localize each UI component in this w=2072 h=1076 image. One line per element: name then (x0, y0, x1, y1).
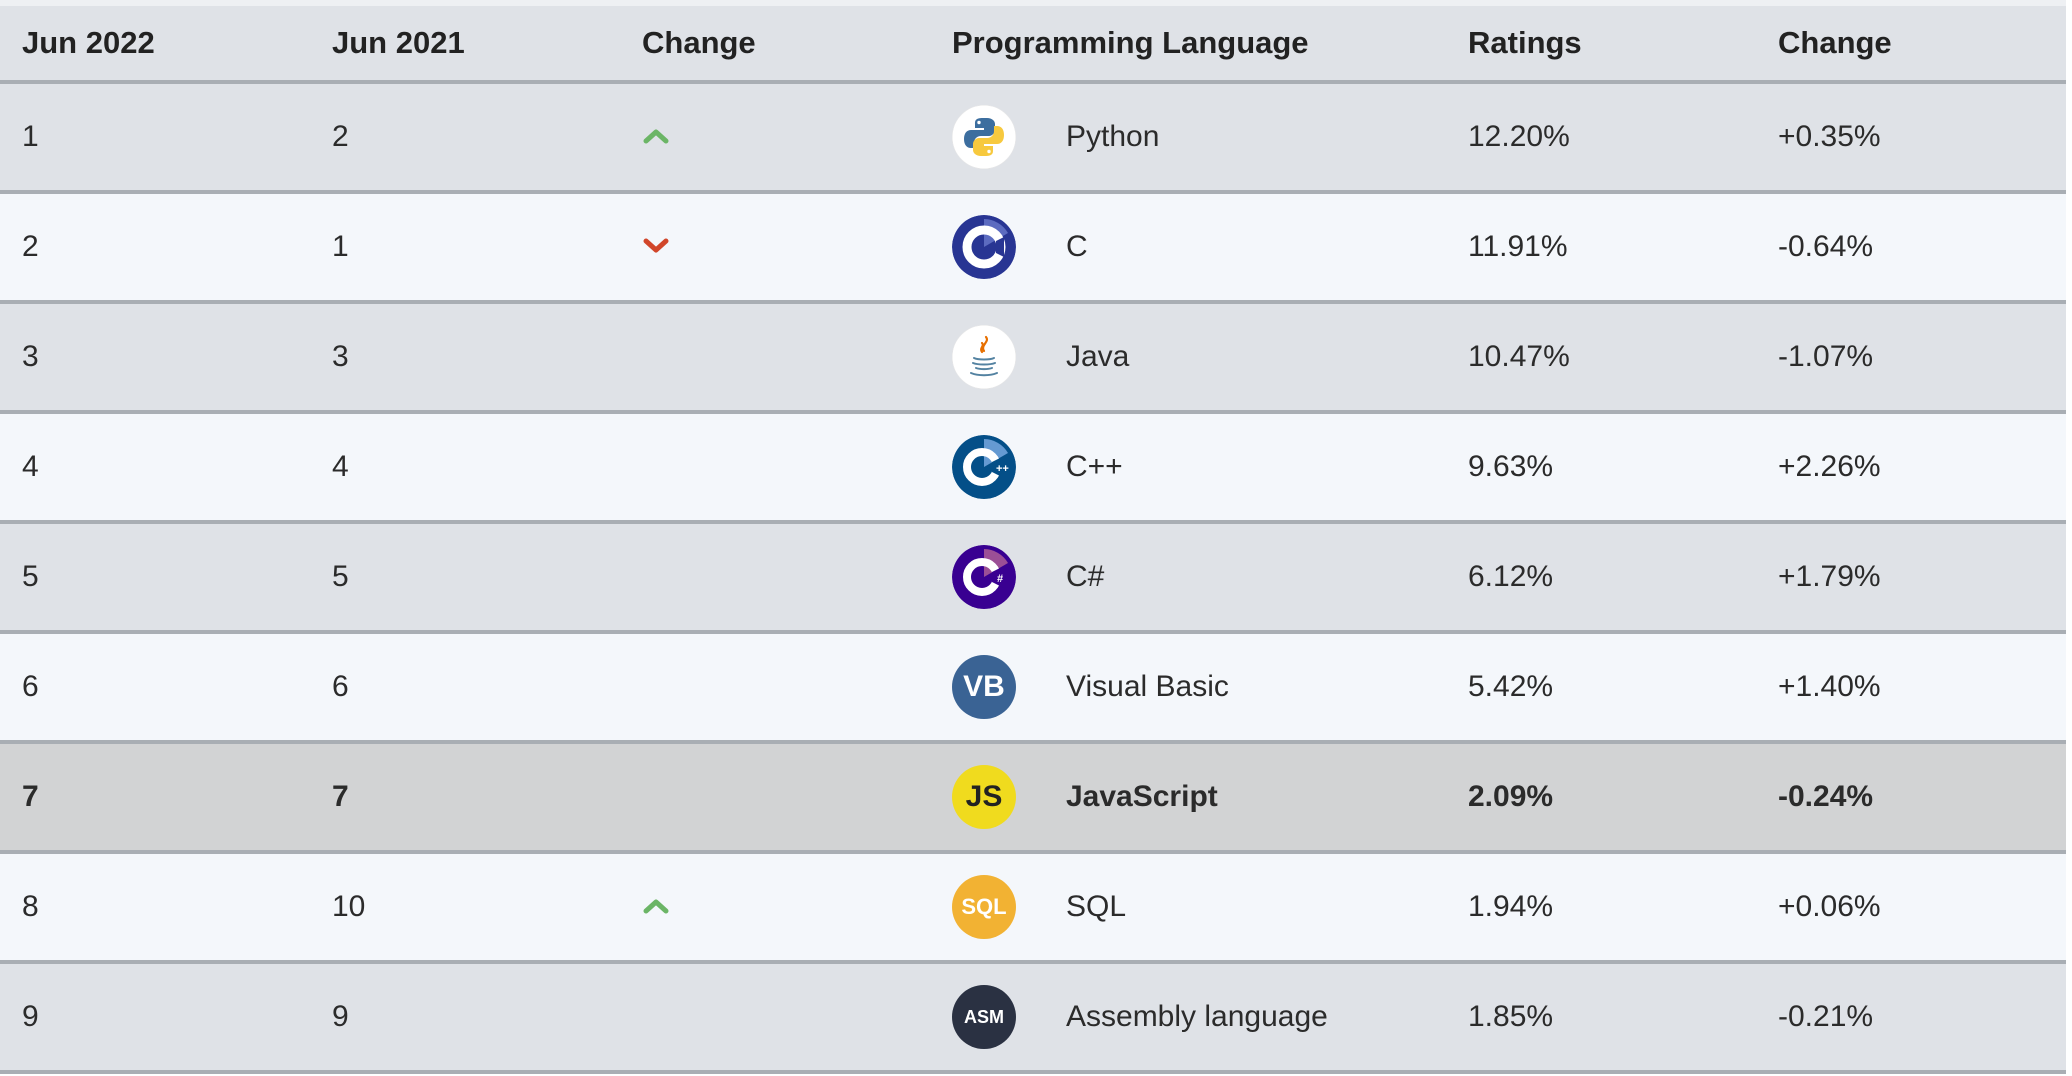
language-name[interactable]: SQL (1066, 890, 1127, 923)
table-row: 9 9 ASM Assembly language 1.85% -0.21% (0, 962, 2066, 1074)
table-row: 4 4 ++ C++ 9.63% +2.26% (0, 412, 2066, 524)
table-row: 2 1 C 11.91% -0.64% (0, 192, 2066, 304)
current-rank: 4 (0, 412, 310, 524)
arrow-up-icon (642, 896, 670, 916)
rank-change (620, 82, 930, 194)
language-name[interactable]: Visual Basic (1066, 670, 1229, 703)
rank-change (620, 412, 930, 524)
rating-value: 6.12% (1446, 522, 1756, 634)
previous-rank: 5 (310, 522, 620, 634)
rating-change: +2.26% (1756, 412, 2066, 524)
language-cell: Python (930, 82, 1446, 194)
rating-change: +0.35% (1756, 82, 2066, 194)
language-cell: C (930, 192, 1446, 304)
cpp-logo-icon: ++ (952, 435, 1016, 499)
rating-change: +0.06% (1756, 852, 2066, 964)
java-logo-icon (952, 325, 1016, 389)
logo-label: JS (965, 780, 1003, 813)
current-rank: 2 (0, 192, 310, 304)
rank-change (620, 852, 930, 964)
language-name[interactable]: JavaScript (1066, 780, 1218, 813)
language-name[interactable]: Java (1066, 340, 1130, 373)
rating-value: 10.47% (1446, 302, 1756, 414)
language-name[interactable]: C (1066, 230, 1088, 263)
previous-rank: 9 (310, 962, 620, 1074)
logo-label: VB (963, 670, 1005, 703)
language-cell: ASM Assembly language (930, 962, 1446, 1074)
rating-value: 1.85% (1446, 962, 1756, 1074)
arrow-down-icon (642, 236, 670, 256)
rating-value: 2.09% (1446, 742, 1756, 854)
javascript-logo-icon: JS (952, 765, 1016, 829)
current-rank: 1 (0, 82, 310, 194)
logo-label: SQL (961, 894, 1007, 919)
table-row: 1 2 Python 12.20% +0.35% (0, 82, 2066, 194)
rating-change: -0.21% (1756, 962, 2066, 1074)
current-rank: 8 (0, 852, 310, 964)
svg-text:#: # (997, 573, 1003, 585)
visual-basic-logo-icon: VB (952, 655, 1016, 719)
table-row: 3 3 Java 10.47% -1.07% (0, 302, 2066, 414)
python-logo-icon (952, 105, 1016, 169)
rank-change (620, 192, 930, 304)
table-row: 5 5 # C# 6.12% +1.79% (0, 522, 2066, 634)
sql-logo-icon: SQL (952, 875, 1016, 939)
previous-rank: 2 (310, 82, 620, 194)
current-rank: 7 (0, 742, 310, 854)
rating-change: +1.40% (1756, 632, 2066, 744)
previous-rank: 3 (310, 302, 620, 414)
rating-value: 11.91% (1446, 192, 1756, 304)
rating-change: -0.64% (1756, 192, 2066, 304)
table-header-row: Jun 2022 Jun 2021 Change Programming Lan… (0, 0, 2066, 84)
language-name[interactable]: Assembly language (1066, 1000, 1328, 1033)
previous-rank: 10 (310, 852, 620, 964)
rating-value: 5.42% (1446, 632, 1756, 744)
table-row: 6 6 VB Visual Basic 5.42% +1.40% (0, 632, 2066, 744)
language-cell: JS JavaScript (930, 742, 1446, 854)
c-logo-icon (952, 215, 1016, 279)
logo-label: ASM (964, 1006, 1004, 1027)
previous-rank: 7 (310, 742, 620, 854)
csharp-logo-icon: # (952, 545, 1016, 609)
previous-rank: 4 (310, 412, 620, 524)
rating-value: 9.63% (1446, 412, 1756, 524)
table-row: 8 10 SQL SQL 1.94% +0.06% (0, 852, 2066, 964)
rank-change (620, 962, 930, 1074)
current-rank: 3 (0, 302, 310, 414)
rating-change: +1.79% (1756, 522, 2066, 634)
language-cell: Java (930, 302, 1446, 414)
rank-change (620, 632, 930, 744)
current-rank: 5 (0, 522, 310, 634)
rating-change: -1.07% (1756, 302, 2066, 414)
language-cell: VB Visual Basic (930, 632, 1446, 744)
rating-value: 1.94% (1446, 852, 1756, 964)
svg-text:++: ++ (996, 463, 1009, 475)
current-rank: 6 (0, 632, 310, 744)
rating-value: 12.20% (1446, 82, 1756, 194)
rank-change (620, 302, 930, 414)
rank-change (620, 742, 930, 854)
language-name[interactable]: Python (1066, 120, 1160, 153)
rating-change: -0.24% (1756, 742, 2066, 854)
assembly-logo-icon: ASM (952, 985, 1016, 1049)
header-current-rank[interactable]: Jun 2022 (0, 0, 310, 84)
header-ratings[interactable]: Ratings (1446, 0, 1756, 84)
language-name[interactable]: C++ (1066, 450, 1123, 483)
language-cell: SQL SQL (930, 852, 1446, 964)
previous-rank: 1 (310, 192, 620, 304)
header-language[interactable]: Programming Language (930, 0, 1446, 84)
header-rank-change[interactable]: Change (620, 0, 930, 84)
current-rank: 9 (0, 962, 310, 1074)
previous-rank: 6 (310, 632, 620, 744)
language-cell: ++ C++ (930, 412, 1446, 524)
table-row: 7 7 JS JavaScript 2.09% -0.24% (0, 742, 2066, 854)
arrow-up-icon (642, 126, 670, 146)
rank-change (620, 522, 930, 634)
header-previous-rank[interactable]: Jun 2021 (310, 0, 620, 84)
language-name[interactable]: C# (1066, 560, 1105, 593)
language-cell: # C# (930, 522, 1446, 634)
header-rating-change[interactable]: Change (1756, 0, 2066, 84)
